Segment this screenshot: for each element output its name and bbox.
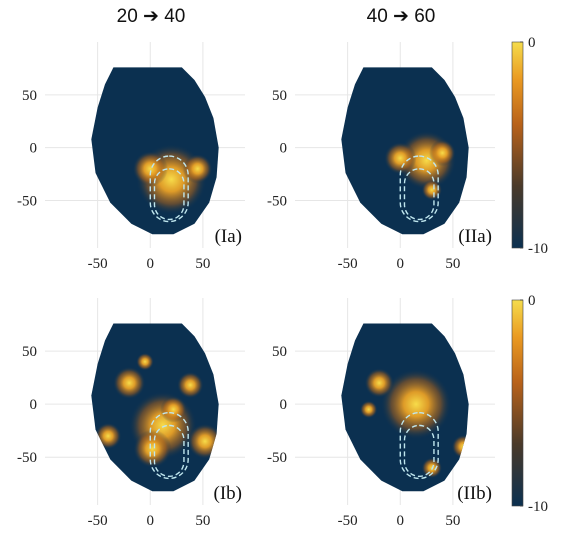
colorbar-label: -10 [528, 499, 548, 515]
y-tick-label: 0 [280, 141, 288, 157]
x-tick-label: 0 [147, 513, 155, 529]
roi-outline [403, 424, 435, 478]
activation-blob [384, 141, 417, 175]
y-tick-label: 0 [30, 397, 38, 413]
roi-outline [153, 424, 185, 478]
activation-blob [177, 371, 204, 399]
x-tick-label: 0 [147, 256, 155, 272]
y-tick-label: 0 [280, 397, 288, 413]
roi-outline [149, 411, 189, 480]
y-tick-label: -50 [267, 193, 287, 209]
y-tick-label: -50 [17, 450, 37, 466]
activation-blob [132, 151, 168, 187]
activation-blob [182, 154, 213, 184]
activation-blob [359, 400, 378, 419]
activation-blob [421, 179, 443, 201]
panel-label: (IIb) [457, 483, 492, 504]
colorbar-label: -10 [528, 241, 548, 257]
x-tick-label: 50 [445, 256, 460, 272]
y-tick-label: -50 [17, 193, 37, 209]
colorbar [511, 41, 524, 249]
activation-blob [451, 434, 469, 459]
activation-blob [187, 423, 219, 459]
x-tick-label: -50 [338, 513, 358, 529]
x-tick-label: 50 [445, 513, 460, 529]
activation-blob [113, 366, 146, 400]
roi-outline [399, 411, 439, 480]
panel-label: (IIa) [458, 226, 492, 247]
column-title: 20 ➔ 40 [117, 6, 186, 27]
x-tick-label: -50 [88, 256, 108, 272]
panel-label: (Ib) [214, 483, 242, 504]
column-title: 40 ➔ 60 [367, 6, 436, 27]
y-tick-label: 50 [22, 344, 37, 360]
activation-blob [364, 368, 394, 398]
y-tick-label: -50 [267, 450, 287, 466]
y-tick-label: 50 [272, 88, 287, 104]
x-tick-label: 50 [195, 513, 210, 529]
x-tick-label: 0 [397, 256, 405, 272]
y-tick-label: 0 [30, 141, 38, 157]
x-tick-label: 50 [195, 256, 210, 272]
activation [384, 130, 457, 201]
x-tick-label: -50 [338, 256, 358, 272]
activation [359, 368, 469, 479]
activation-blob [133, 429, 172, 468]
colorbar-label: 0 [528, 293, 536, 309]
roi-outline [153, 168, 185, 221]
activation-blob [136, 352, 154, 371]
colorbar [511, 299, 524, 507]
activation-blob [429, 139, 456, 167]
roi-outline [399, 155, 439, 223]
x-tick-label: 0 [397, 513, 405, 529]
panel-label: (Ia) [215, 226, 242, 247]
x-tick-label: -50 [88, 513, 108, 529]
activation [132, 143, 213, 215]
y-tick-label: 50 [272, 344, 287, 360]
activation-blob [160, 396, 187, 423]
activation-blob [94, 422, 122, 450]
activation-blob [380, 368, 452, 440]
y-tick-label: 50 [22, 88, 37, 104]
roi-outline [403, 168, 435, 221]
roi-outline [149, 155, 189, 223]
colorbar-label: 0 [528, 35, 536, 51]
